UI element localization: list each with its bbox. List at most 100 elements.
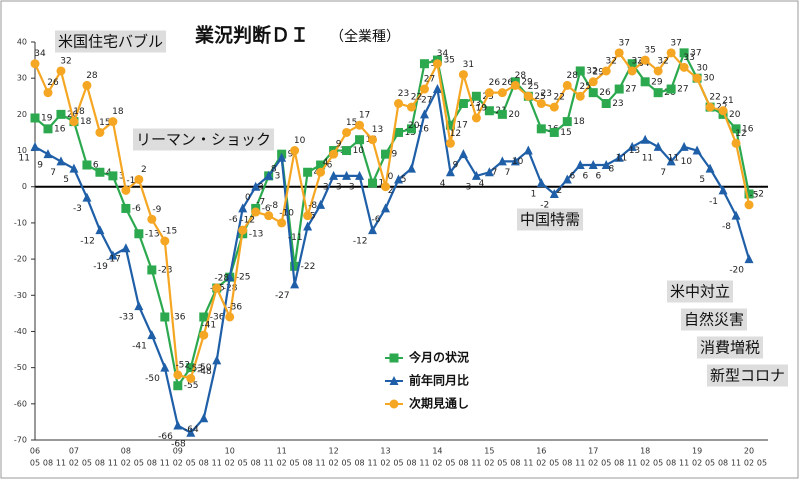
data-label: -66 xyxy=(158,432,173,442)
marker-triangle xyxy=(186,427,196,437)
data-label: -50 xyxy=(197,363,212,373)
x-year-label: 12 xyxy=(328,447,338,456)
marker-circle xyxy=(523,91,533,101)
annotation-bg xyxy=(133,128,275,151)
marker-triangle xyxy=(731,210,741,220)
data-label: -6 xyxy=(132,204,141,214)
marker-square xyxy=(108,171,118,181)
data-label: -48 xyxy=(197,367,212,377)
data-label: -10 xyxy=(279,208,294,218)
x-tick-label: 08 xyxy=(303,459,313,468)
marker-triangle xyxy=(497,156,507,166)
data-label: 10 xyxy=(512,157,524,167)
marker-triangle xyxy=(549,188,559,198)
marker-circle xyxy=(588,77,598,87)
x-tick-label: 02 xyxy=(225,459,235,468)
marker-circle xyxy=(692,73,702,83)
marker-triangle xyxy=(614,152,624,162)
marker-triangle xyxy=(173,420,183,430)
marker-circle xyxy=(147,214,157,224)
x-tick-label: 08 xyxy=(43,459,53,468)
data-label: -27 xyxy=(275,291,290,301)
x-tick-label: 05 xyxy=(238,459,248,468)
marker-circle xyxy=(225,312,235,322)
data-label: 27 xyxy=(424,75,435,85)
marker-square xyxy=(303,167,313,177)
data-label: 30 xyxy=(696,64,708,74)
data-label: 20 xyxy=(729,110,741,120)
data-label: 4 xyxy=(323,158,329,168)
y-tick-label: 20 xyxy=(17,110,27,119)
x-tick-label: 02 xyxy=(121,459,131,468)
marker-circle xyxy=(394,99,403,109)
marker-circle xyxy=(510,80,520,90)
marker-triangle xyxy=(666,156,676,166)
data-label: 25 xyxy=(528,82,539,92)
data-label: -25 xyxy=(236,273,251,283)
data-label: -6 xyxy=(229,215,238,225)
data-label: 26 xyxy=(47,78,59,88)
marker-circle xyxy=(744,200,754,210)
data-label: -12 xyxy=(353,237,368,247)
marker-triangle xyxy=(368,225,378,235)
data-label: -8 xyxy=(722,222,731,232)
data-label: 19 xyxy=(41,113,53,123)
marker-square xyxy=(562,117,572,127)
data-label: 0 xyxy=(245,193,251,203)
marker-square xyxy=(471,91,481,101)
data-label: 6 xyxy=(93,161,99,171)
data-label: 2 xyxy=(557,186,563,196)
data-label: 9 xyxy=(37,161,43,171)
data-label: 11 xyxy=(668,153,679,163)
data-label: 10 xyxy=(294,136,306,146)
marker-triangle xyxy=(718,185,728,195)
marker-triangle xyxy=(640,134,650,144)
marker-circle xyxy=(355,120,365,130)
data-label: 15 xyxy=(346,118,357,128)
marker-circle xyxy=(549,102,559,112)
marker-circle xyxy=(653,66,663,76)
data-label: 4 xyxy=(479,179,485,189)
data-label: 28 xyxy=(515,71,527,81)
data-label: -12 xyxy=(80,237,95,247)
data-label: 9 xyxy=(392,150,398,160)
marker-square xyxy=(497,109,507,119)
marker-circle xyxy=(731,138,741,148)
data-label: 18 xyxy=(573,117,585,127)
x-tick-label: 11 xyxy=(679,459,689,468)
data-label: 9 xyxy=(453,161,459,171)
marker-triangle xyxy=(69,163,79,173)
marker-square xyxy=(95,167,105,177)
data-label: -64 xyxy=(184,425,199,435)
marker-square xyxy=(406,124,416,134)
marker-triangle xyxy=(342,170,352,180)
marker-square xyxy=(640,77,650,87)
data-label: 37 xyxy=(618,38,629,48)
x-tick-label: 05 xyxy=(497,459,507,468)
marker-circle xyxy=(389,399,399,409)
data-label: -8 xyxy=(308,201,317,211)
x-tick-label: 02 xyxy=(380,459,390,468)
marker-triangle xyxy=(82,192,92,202)
data-label: 27 xyxy=(421,96,432,106)
data-label: 29 xyxy=(593,67,605,77)
data-label: -28 xyxy=(223,284,238,294)
data-label: -41 xyxy=(201,321,216,331)
data-label: 32 xyxy=(586,66,597,76)
x-tick-label: 02 xyxy=(432,459,442,468)
x-year-label: 15 xyxy=(484,447,494,456)
marker-circle xyxy=(562,80,572,90)
data-label: 35 xyxy=(644,46,655,56)
x-tick-label: 08 xyxy=(614,459,624,468)
data-label: 13 xyxy=(629,146,640,156)
data-label: -55 xyxy=(184,381,199,391)
x-tick-label: 11 xyxy=(419,459,429,468)
marker-triangle xyxy=(355,170,365,180)
data-label: -1 xyxy=(709,197,718,207)
marker-square xyxy=(173,381,183,391)
marker-circle xyxy=(705,102,715,112)
marker-square xyxy=(419,59,429,69)
x-tick-label: 08 xyxy=(251,459,261,468)
annotation: 中国特需 xyxy=(520,211,580,229)
x-tick-label: 11 xyxy=(316,459,326,468)
